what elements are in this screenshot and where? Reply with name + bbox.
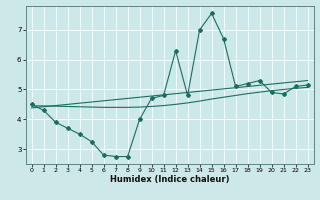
X-axis label: Humidex (Indice chaleur): Humidex (Indice chaleur) xyxy=(110,175,229,184)
